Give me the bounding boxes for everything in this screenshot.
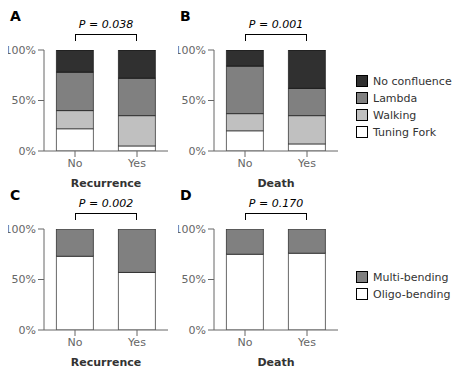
svg-text:No: No [68, 336, 83, 349]
svg-text:50%: 50% [12, 273, 36, 286]
svg-text:100%: 100% [8, 223, 36, 236]
svg-text:Yes: Yes [297, 157, 316, 170]
html-text:P = 0.170: P = 0.170 [248, 197, 304, 210]
html-text:Lambda: Lambda [373, 91, 418, 105]
svg-text:100%: 100% [178, 44, 206, 57]
svg-text:50%: 50% [12, 94, 36, 107]
html-text:D: D [180, 187, 192, 203]
svg-text:0%: 0% [19, 324, 36, 337]
svg-text:50%: 50% [182, 273, 206, 286]
svg-text:0%: 0% [189, 324, 206, 337]
html-text:A: A [10, 8, 21, 24]
html-text:Multi-bending: Multi-bending [373, 270, 449, 284]
svg-text:No: No [68, 157, 83, 170]
html-text:Tuning Fork: Tuning Fork [373, 125, 437, 139]
html-text:Oligo-bending: Oligo-bending [373, 287, 451, 301]
svg-text:Yes: Yes [297, 336, 316, 349]
svg-text:Yes: Yes [127, 336, 146, 349]
svg-text:Death: Death [257, 177, 294, 187]
svg-text:Yes: Yes [127, 157, 146, 170]
svg-text:No: No [238, 336, 253, 349]
svg-text:Death: Death [257, 356, 294, 366]
svg-text:100%: 100% [8, 44, 36, 57]
html-text:B: B [180, 8, 191, 24]
html-text:No confluence: No confluence [373, 74, 452, 88]
html-text:C: C [10, 187, 21, 203]
svg-text:Recurrence: Recurrence [71, 177, 141, 187]
html-text:P = 0.038: P = 0.038 [78, 18, 134, 31]
html-text:P = 0.002: P = 0.002 [78, 197, 134, 210]
svg-text:100%: 100% [178, 223, 206, 236]
html-text:Walking: Walking [373, 108, 417, 122]
svg-text:0%: 0% [19, 145, 36, 158]
html-text:P = 0.001: P = 0.001 [248, 18, 304, 31]
svg-text:50%: 50% [182, 94, 206, 107]
svg-text:No: No [238, 157, 253, 170]
svg-text:Recurrence: Recurrence [71, 356, 141, 366]
svg-text:0%: 0% [189, 145, 206, 158]
